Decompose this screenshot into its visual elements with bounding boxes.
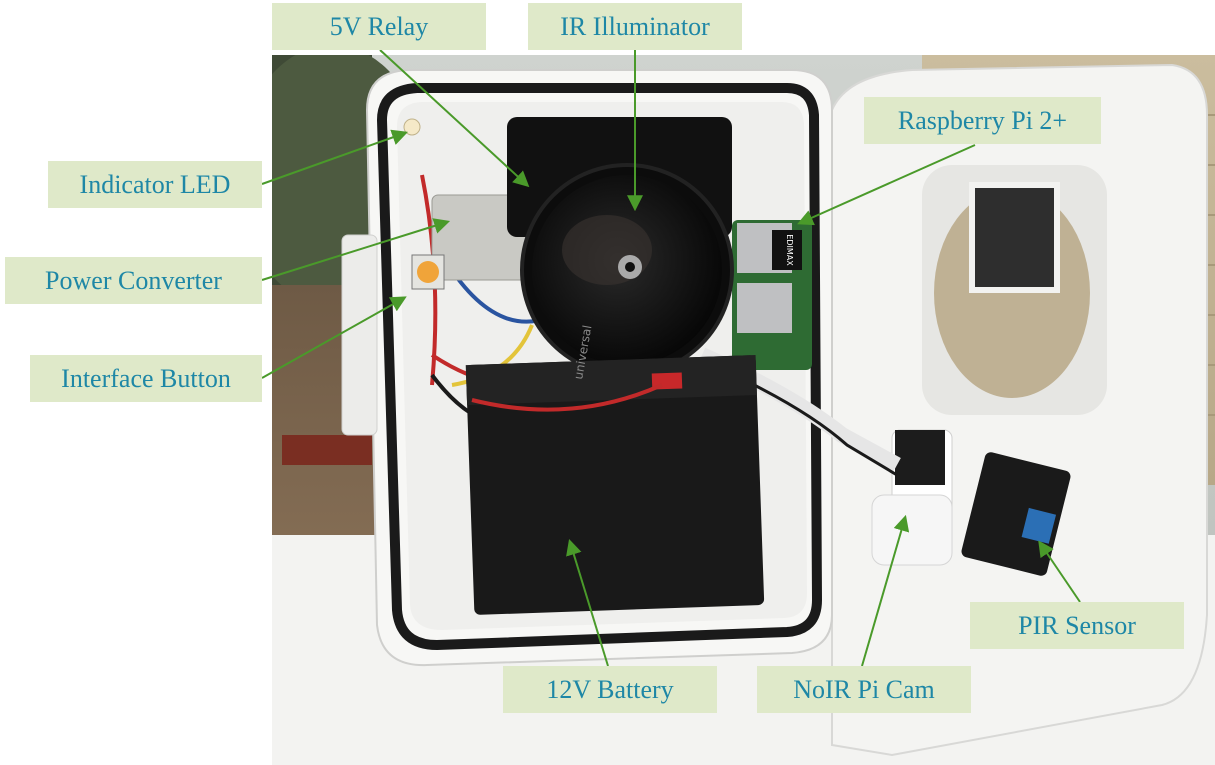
label-interface-button: Interface Button [30, 355, 262, 402]
label-ir-illuminator: IR Illuminator [528, 3, 742, 50]
enclosure-photo: EDIMAX universal [272, 55, 1215, 765]
label-5v-relay: 5V Relay [272, 3, 486, 50]
edimax-dongle-text: EDIMAX [785, 234, 794, 266]
label-12v-battery: 12V Battery [503, 666, 717, 713]
label-pir-sensor: PIR Sensor [970, 602, 1184, 649]
label-noir-pi-cam: NoIR Pi Cam [757, 666, 971, 713]
label-raspberry-pi: Raspberry Pi 2+ [864, 97, 1101, 144]
label-power-converter: Power Converter [5, 257, 262, 304]
label-indicator-led: Indicator LED [48, 161, 262, 208]
